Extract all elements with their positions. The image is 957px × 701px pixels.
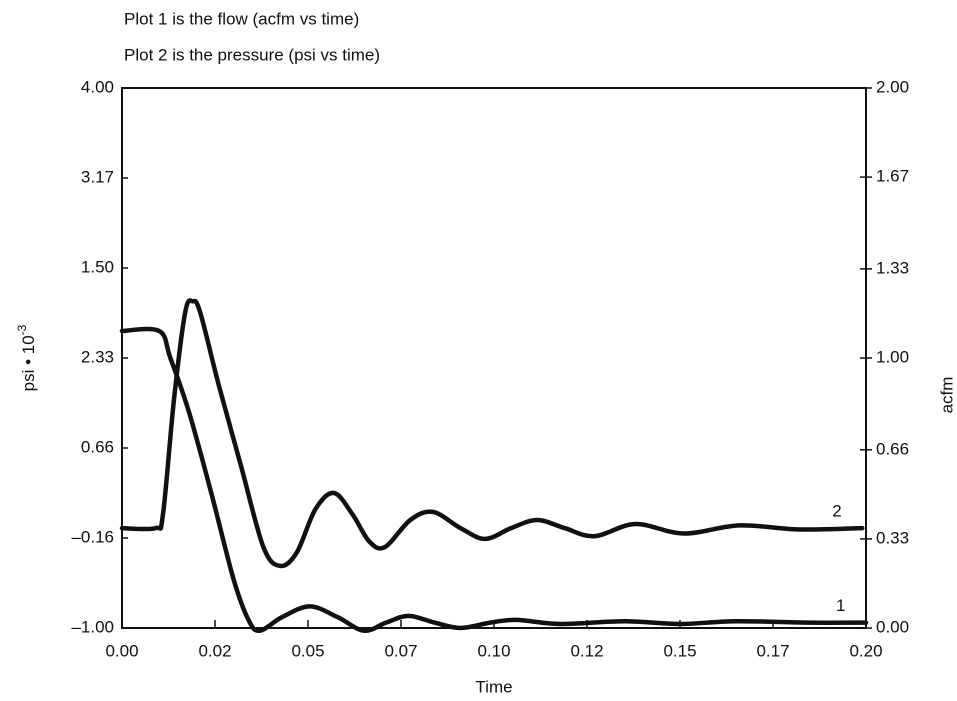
y2-tick-label: 1.33: [876, 258, 909, 277]
y2-tick-label: 0.00: [876, 617, 909, 636]
x-tick-label: 0.00: [105, 641, 138, 660]
curve: [119, 298, 865, 569]
x-tick-label: 0.07: [384, 641, 417, 660]
y2-tick-label: 1.67: [876, 167, 909, 186]
y-tick-label: 4.00: [81, 77, 114, 96]
y-tick-label: –1.00: [71, 617, 114, 636]
y2-tick-label: 2.00: [876, 77, 909, 96]
y-axis-label-exponent: -3: [15, 324, 29, 335]
y2-tick-label: 1.00: [876, 347, 909, 366]
y-tick-label: 3.17: [81, 167, 114, 186]
y2-axis-label: acfm: [937, 377, 956, 414]
y-tick-label: 2.33: [81, 347, 114, 366]
y-tick-label: 1.50: [81, 257, 114, 276]
title-line: Plot 2 is the pressure (psi vs time): [124, 45, 380, 64]
y2-tick-label: 0.66: [876, 439, 909, 458]
x-tick-label: 0.12: [570, 641, 603, 660]
x-tick-label: 0.10: [477, 641, 510, 660]
curve-label: 1: [836, 596, 845, 615]
y-tick-label: 0.66: [81, 437, 114, 456]
curve-label: 2: [832, 502, 841, 521]
curve: [119, 326, 869, 633]
plot-frame: [121, 87, 867, 629]
x-axis-label: Time: [475, 677, 512, 696]
y2-tick-label: 0.33: [876, 528, 909, 547]
x-tick-label: 0.05: [291, 641, 324, 660]
y-axis-label-base: psi • 10: [19, 335, 38, 391]
x-tick-label: 0.15: [663, 641, 696, 660]
x-tick-label: 0.20: [849, 641, 882, 660]
x-tick-label: 0.02: [198, 641, 231, 660]
y-axis-label: psi • 10-3: [15, 324, 38, 391]
x-tick-label: 0.17: [756, 641, 789, 660]
y-tick-label: –0.16: [71, 527, 114, 546]
title-line: Plot 1 is the flow (acfm vs time): [124, 9, 359, 28]
